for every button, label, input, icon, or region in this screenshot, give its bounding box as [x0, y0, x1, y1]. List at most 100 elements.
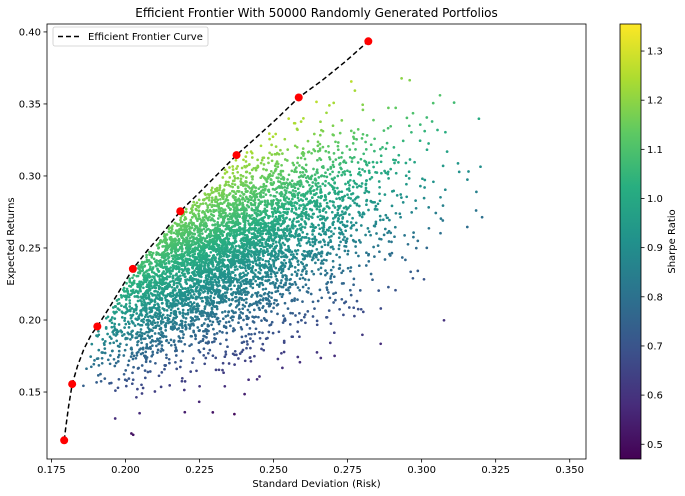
portfolio-point [214, 356, 218, 360]
portfolio-point [329, 245, 333, 249]
portfolio-point [267, 330, 271, 334]
portfolio-point [187, 222, 191, 226]
portfolio-point [414, 199, 417, 202]
portfolio-point [139, 312, 142, 315]
portfolio-point [194, 295, 198, 299]
portfolio-point [412, 231, 415, 234]
portfolio-point [148, 345, 152, 349]
portfolio-point [285, 234, 289, 238]
portfolio-point [340, 173, 344, 177]
portfolio-point [160, 298, 164, 302]
portfolio-point [256, 235, 260, 239]
portfolio-point [269, 269, 273, 273]
portfolio-point [312, 188, 316, 192]
portfolio-point [170, 247, 174, 251]
portfolio-point [191, 270, 194, 274]
portfolio-point [173, 254, 177, 258]
portfolio-point [224, 214, 228, 217]
portfolio-point [121, 334, 124, 337]
portfolio-point [304, 207, 308, 211]
portfolio-point [248, 243, 252, 247]
portfolio-point [154, 311, 157, 315]
portfolio-point [212, 231, 216, 234]
portfolio-point [182, 261, 185, 265]
portfolio-point [405, 116, 409, 120]
portfolio-point [304, 254, 308, 257]
portfolio-point [309, 243, 312, 247]
portfolio-point [173, 304, 177, 308]
portfolio-point [390, 240, 393, 244]
portfolio-point [256, 158, 259, 162]
portfolio-point [249, 346, 252, 350]
portfolio-point [226, 314, 230, 317]
portfolio-point [334, 158, 338, 161]
portfolio-point [311, 225, 315, 229]
portfolio-point [316, 258, 320, 262]
portfolio-point [291, 161, 295, 165]
portfolio-point [166, 254, 169, 257]
portfolio-point [179, 220, 183, 224]
portfolio-point [348, 183, 351, 187]
portfolio-point [158, 253, 161, 257]
portfolio-point [354, 148, 357, 151]
portfolio-point [225, 234, 229, 238]
portfolio-point [145, 345, 149, 348]
portfolio-point [354, 196, 358, 200]
portfolio-point [145, 307, 148, 311]
portfolio-point [221, 368, 224, 372]
portfolio-point [214, 250, 218, 253]
portfolio-point [427, 226, 431, 230]
portfolio-point [199, 221, 203, 225]
portfolio-point [164, 246, 168, 250]
portfolio-point [291, 220, 294, 224]
portfolio-point [340, 220, 344, 224]
portfolio-point [425, 148, 429, 152]
portfolio-point [152, 319, 156, 322]
portfolio-point [227, 180, 230, 184]
portfolio-point [304, 214, 308, 218]
portfolio-point [129, 355, 133, 358]
portfolio-point [335, 197, 338, 201]
portfolio-point [301, 300, 304, 303]
portfolio-point [310, 249, 314, 253]
portfolio-point [296, 237, 300, 241]
portfolio-point [155, 273, 158, 276]
portfolio-point [293, 170, 296, 174]
portfolio-point [237, 300, 241, 304]
portfolio-point [214, 197, 218, 201]
portfolio-point [114, 361, 118, 365]
portfolio-point [282, 232, 286, 236]
portfolio-point [120, 316, 124, 319]
portfolio-point [180, 329, 184, 333]
portfolio-point [234, 277, 238, 281]
portfolio-point [314, 254, 318, 258]
portfolio-point [287, 288, 290, 292]
portfolio-point [386, 172, 390, 176]
plot-area [47, 24, 586, 459]
portfolio-point [369, 143, 373, 147]
portfolio-point [215, 301, 219, 304]
portfolio-point [140, 336, 143, 340]
portfolio-point [378, 214, 382, 218]
portfolio-point [193, 333, 197, 337]
portfolio-point [261, 219, 264, 222]
portfolio-point [198, 271, 202, 275]
portfolio-point [265, 168, 268, 172]
portfolio-point [181, 299, 185, 303]
portfolio-point [221, 219, 225, 222]
portfolio-point [439, 217, 443, 220]
portfolio-point [239, 183, 243, 186]
portfolio-point [212, 214, 216, 218]
portfolio-point [197, 198, 201, 202]
portfolio-point [270, 153, 274, 156]
portfolio-point [190, 305, 193, 308]
portfolio-point [214, 312, 218, 316]
portfolio-point [267, 132, 271, 135]
portfolio-point [296, 268, 300, 272]
portfolio-point [240, 335, 244, 339]
portfolio-point [143, 279, 147, 283]
portfolio-point [276, 289, 280, 293]
portfolio-point [221, 261, 225, 264]
portfolio-point [218, 329, 222, 333]
portfolio-point [361, 212, 364, 216]
